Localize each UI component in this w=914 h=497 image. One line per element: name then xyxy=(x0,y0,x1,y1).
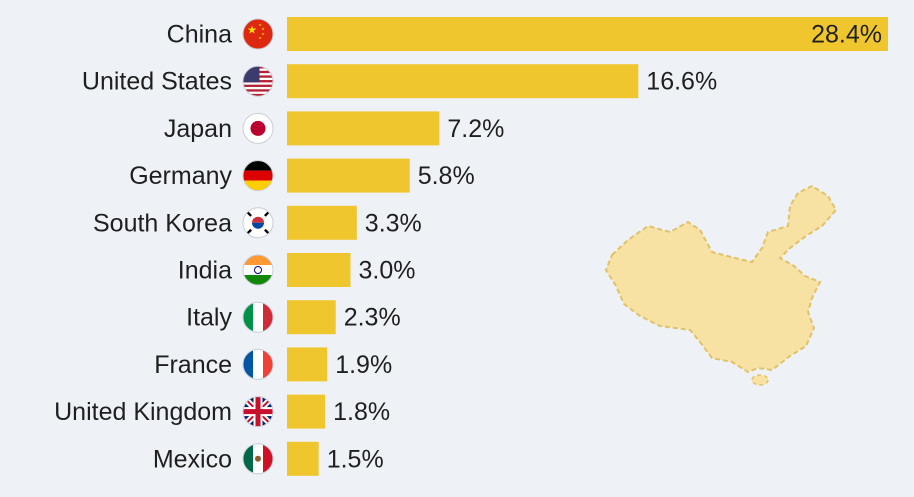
value-label-south-korea: 3.3% xyxy=(365,209,422,237)
value-label-united-states: 16.6% xyxy=(646,68,717,96)
category-label-united-kingdom: United Kingdom xyxy=(54,398,232,426)
category-label-germany: Germany xyxy=(129,162,232,190)
value-label-japan: 7.2% xyxy=(447,115,504,143)
flag-border xyxy=(242,112,274,144)
category-label-china: China xyxy=(167,21,232,49)
value-label-china: 28.4% xyxy=(811,21,882,49)
bar-china xyxy=(287,17,888,51)
india-flag-icon xyxy=(243,255,273,285)
category-label-mexico: Mexico xyxy=(153,445,232,473)
value-label-germany: 5.8% xyxy=(418,162,475,190)
category-label-italy: Italy xyxy=(186,304,232,332)
value-label-united-kingdom: 1.8% xyxy=(333,398,390,426)
value-label-india: 3.0% xyxy=(359,257,416,285)
flag-border xyxy=(242,348,274,380)
uk-flag-icon xyxy=(243,396,273,427)
hainan-island-shape xyxy=(751,374,769,386)
flag-border xyxy=(242,254,274,286)
labels: China 28.4% United States 16.6% Japan 7.2% Ger… xyxy=(54,21,882,474)
italy-flag-icon xyxy=(243,302,273,333)
bar-france xyxy=(287,347,328,382)
china-map-shape xyxy=(604,184,838,374)
flag-border xyxy=(242,396,274,428)
bar-japan xyxy=(287,111,440,146)
flag-border xyxy=(242,160,274,192)
flag-border xyxy=(242,443,274,475)
category-label-japan: Japan xyxy=(164,115,232,143)
flag-border xyxy=(242,65,274,97)
value-label-mexico: 1.5% xyxy=(327,445,384,473)
flag-border xyxy=(242,207,274,239)
germany-flag-icon xyxy=(243,160,273,191)
bar-india xyxy=(287,253,351,287)
bar-germany xyxy=(287,158,410,193)
china-map-silhouette xyxy=(604,184,838,386)
flag-border xyxy=(242,18,274,50)
category-label-south-korea: South Korea xyxy=(93,209,232,237)
bar-italy xyxy=(287,300,336,335)
usa-flag-icon xyxy=(243,66,273,97)
south-korea-flag-icon xyxy=(243,207,273,238)
value-label-france: 1.9% xyxy=(335,351,392,379)
category-label-united-states: United States xyxy=(82,68,232,96)
japan-flag-icon xyxy=(243,113,273,144)
bars xyxy=(287,17,888,476)
bar-mexico xyxy=(287,441,319,476)
flags xyxy=(242,18,274,475)
category-label-india: India xyxy=(178,257,232,285)
mexico-flag-icon xyxy=(243,443,273,474)
flag-border xyxy=(242,301,274,333)
bar-united-states xyxy=(287,64,639,99)
value-label-italy: 2.3% xyxy=(344,304,401,332)
bar-south-korea xyxy=(287,205,357,240)
china-flag-icon xyxy=(243,19,273,49)
bar-united-kingdom xyxy=(287,394,326,429)
category-label-france: France xyxy=(154,351,232,379)
france-flag-icon xyxy=(243,349,273,380)
